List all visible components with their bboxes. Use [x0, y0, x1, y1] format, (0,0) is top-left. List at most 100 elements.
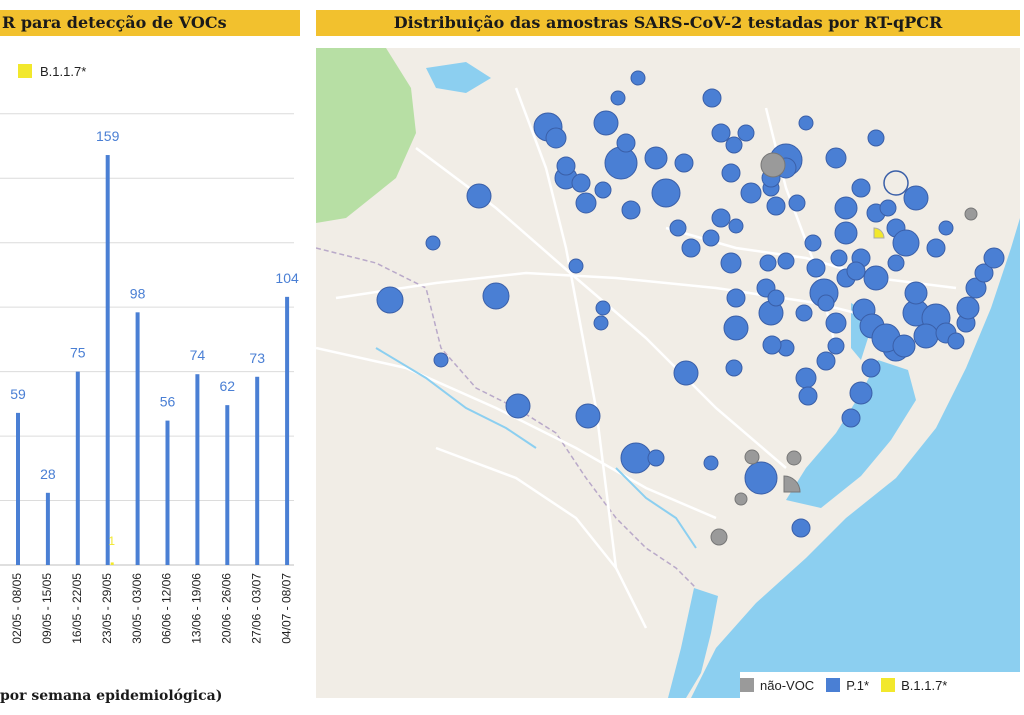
bar-b117: [110, 562, 114, 565]
legend-item-b117: B.1.1.7*: [881, 678, 947, 693]
legend-swatch-b117: [18, 64, 32, 78]
x-tick-label: 13/06 - 19/06: [190, 573, 204, 644]
p1-marker: [825, 147, 847, 169]
p1-marker: [938, 220, 954, 236]
legend-swatch-p1: [826, 678, 841, 692]
data-label: 62: [220, 378, 236, 394]
p1-marker: [674, 153, 694, 173]
bar: [45, 492, 50, 565]
road: [435, 446, 648, 629]
p1-marker: [798, 386, 818, 406]
bar: [195, 374, 200, 565]
p1-marker: [913, 323, 939, 349]
p1-marker: [834, 221, 858, 245]
p1-marker: [827, 337, 845, 355]
p1-marker: [846, 261, 866, 281]
x-tick-label: 30/05 - 03/06: [130, 573, 144, 644]
bar: [16, 412, 20, 565]
p1-marker: [737, 124, 755, 142]
p1-marker: [711, 123, 731, 143]
p1-marker: [621, 200, 641, 220]
p1-marker: [681, 238, 701, 258]
p1-marker: [725, 359, 743, 377]
data-label: 98: [130, 285, 146, 301]
p1-marker: [568, 258, 584, 274]
bar: [165, 420, 170, 565]
p1-marker: [791, 518, 811, 538]
p1-marker: [804, 234, 822, 252]
river: [375, 347, 537, 449]
p1-marker: [983, 247, 1005, 269]
p1-marker: [767, 289, 785, 307]
p1-marker: [669, 219, 687, 237]
p1-marker: [616, 133, 636, 153]
non-voc-marker: [964, 207, 978, 221]
p1-marker: [956, 296, 980, 320]
p1-marker: [867, 129, 885, 147]
x-tick-label: 04/07 - 08/07: [279, 573, 293, 644]
legend-item-p1: P.1*: [826, 678, 869, 693]
non-voc-segment: [783, 475, 801, 493]
p1-marker: [744, 461, 778, 495]
p1-marker: [795, 304, 813, 322]
p1-marker: [926, 238, 946, 258]
p1-marker: [825, 312, 847, 334]
p1-marker: [816, 351, 836, 371]
p1-marker-outline: [883, 170, 909, 196]
sample-distribution-map[interactable]: [316, 48, 1020, 698]
bar: [285, 296, 290, 565]
road: [316, 346, 717, 520]
p1-marker: [620, 442, 652, 474]
p1-marker: [798, 115, 814, 131]
p1-marker: [849, 381, 873, 405]
p1-marker: [595, 300, 611, 316]
data-label: 28: [40, 466, 56, 482]
x-tick-label: 20/06 - 26/06: [219, 573, 233, 644]
x-tick-label: 06/06 - 12/06: [160, 573, 174, 644]
p1-marker: [594, 181, 612, 199]
p1-marker: [610, 90, 626, 106]
p1-marker: [702, 229, 720, 247]
legend-label-p1: P.1*: [846, 677, 870, 693]
p1-marker: [604, 146, 638, 180]
p1-marker: [725, 136, 743, 154]
x-tick-label: 02/05 - 08/05: [10, 573, 24, 644]
data-label: 59: [10, 386, 26, 402]
p1-marker: [593, 110, 619, 136]
river: [615, 467, 697, 549]
b117-segment: [873, 227, 885, 239]
bar: [135, 312, 140, 565]
x-tick-label: 27/06 - 03/07: [249, 573, 263, 644]
map-legend: não-VOC P.1* B.1.1.7*: [740, 672, 1020, 698]
p1-marker: [433, 352, 449, 368]
p1-marker: [777, 252, 795, 270]
x-tick-label: 09/05 - 15/05: [40, 573, 54, 644]
p1-marker: [425, 235, 441, 251]
data-label: 56: [160, 394, 176, 410]
p1-marker: [711, 208, 731, 228]
reservoir-north: [426, 62, 491, 93]
road: [514, 87, 618, 569]
p1-marker: [841, 408, 861, 428]
legend-item-non-voc: não-VOC: [740, 678, 814, 693]
p1-marker: [630, 70, 646, 86]
bar: [225, 405, 230, 565]
p1-marker: [834, 196, 858, 220]
bar-chart: 59 02/05 - 08/05 28 09/05 - 15/05 75 16/05 - …: [0, 64, 299, 644]
p1-marker: [703, 455, 719, 471]
legend-swatch-b117: [881, 678, 896, 692]
p1-marker: [892, 334, 916, 358]
non-voc-marker: [734, 492, 748, 506]
p1-marker: [720, 252, 742, 274]
data-label: 159: [96, 128, 120, 144]
p1-marker: [728, 218, 744, 234]
data-label-b117: 1: [108, 534, 115, 548]
p1-marker: [593, 315, 609, 331]
bar: [105, 155, 110, 565]
p1-marker: [556, 156, 576, 176]
data-label: 73: [249, 350, 265, 366]
p1-marker: [806, 258, 826, 278]
p1-marker: [575, 192, 597, 214]
lagoa-mirim: [668, 588, 718, 698]
legend-label-b117: B.1.1.7*: [901, 677, 948, 693]
